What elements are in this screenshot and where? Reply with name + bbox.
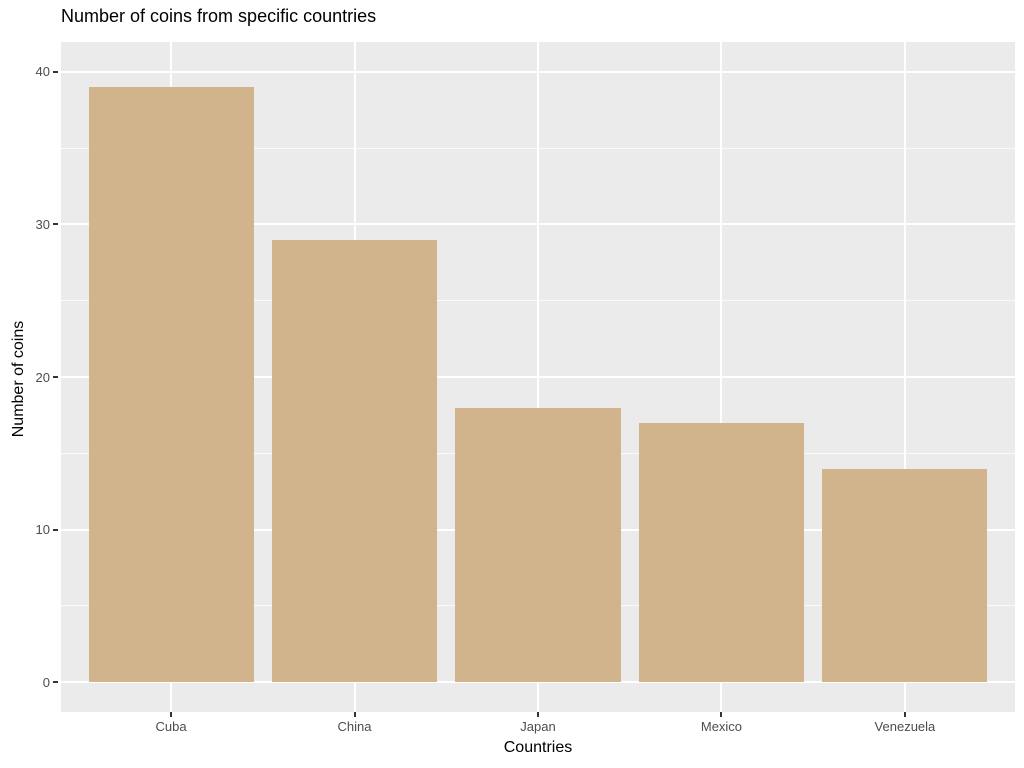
x-tick-mark — [903, 712, 906, 717]
y-tick-label: 10 — [35, 522, 50, 538]
bar-china — [271, 239, 438, 683]
y-tick-mark — [53, 70, 58, 73]
bar-mexico — [638, 422, 804, 683]
bar-venezuela — [822, 468, 988, 683]
y-tick-mark — [53, 528, 58, 531]
bar-japan — [455, 407, 621, 683]
x-axis-title: Countries — [503, 739, 573, 756]
bar-cuba — [88, 87, 254, 683]
x-tick-mark — [353, 712, 356, 717]
x-tick-mark — [170, 712, 173, 717]
x-tick-label: China — [337, 719, 372, 734]
x-tick-mark — [537, 712, 539, 717]
x-tick-label: Venezuela — [874, 719, 936, 734]
chart-title: Number of coins from specific countries — [61, 6, 377, 26]
y-tick-label: 0 — [42, 674, 50, 690]
y-tick-mark — [53, 681, 58, 684]
x-tick-label: Japan — [520, 719, 556, 734]
x-tick-mark — [720, 712, 723, 717]
plot-panel — [61, 42, 1015, 712]
y-tick-label: 40 — [35, 64, 50, 80]
x-tick-label: Mexico — [700, 719, 743, 734]
y-tick-label: 30 — [35, 216, 50, 232]
y-tick-label: 20 — [35, 369, 50, 385]
x-gridline-major — [903, 42, 906, 712]
x-gridline-major — [537, 42, 539, 712]
y-tick-mark — [53, 223, 58, 226]
x-tick-label: Cuba — [155, 719, 187, 734]
x-gridline-major — [720, 42, 723, 712]
y-tick-mark — [53, 376, 58, 378]
